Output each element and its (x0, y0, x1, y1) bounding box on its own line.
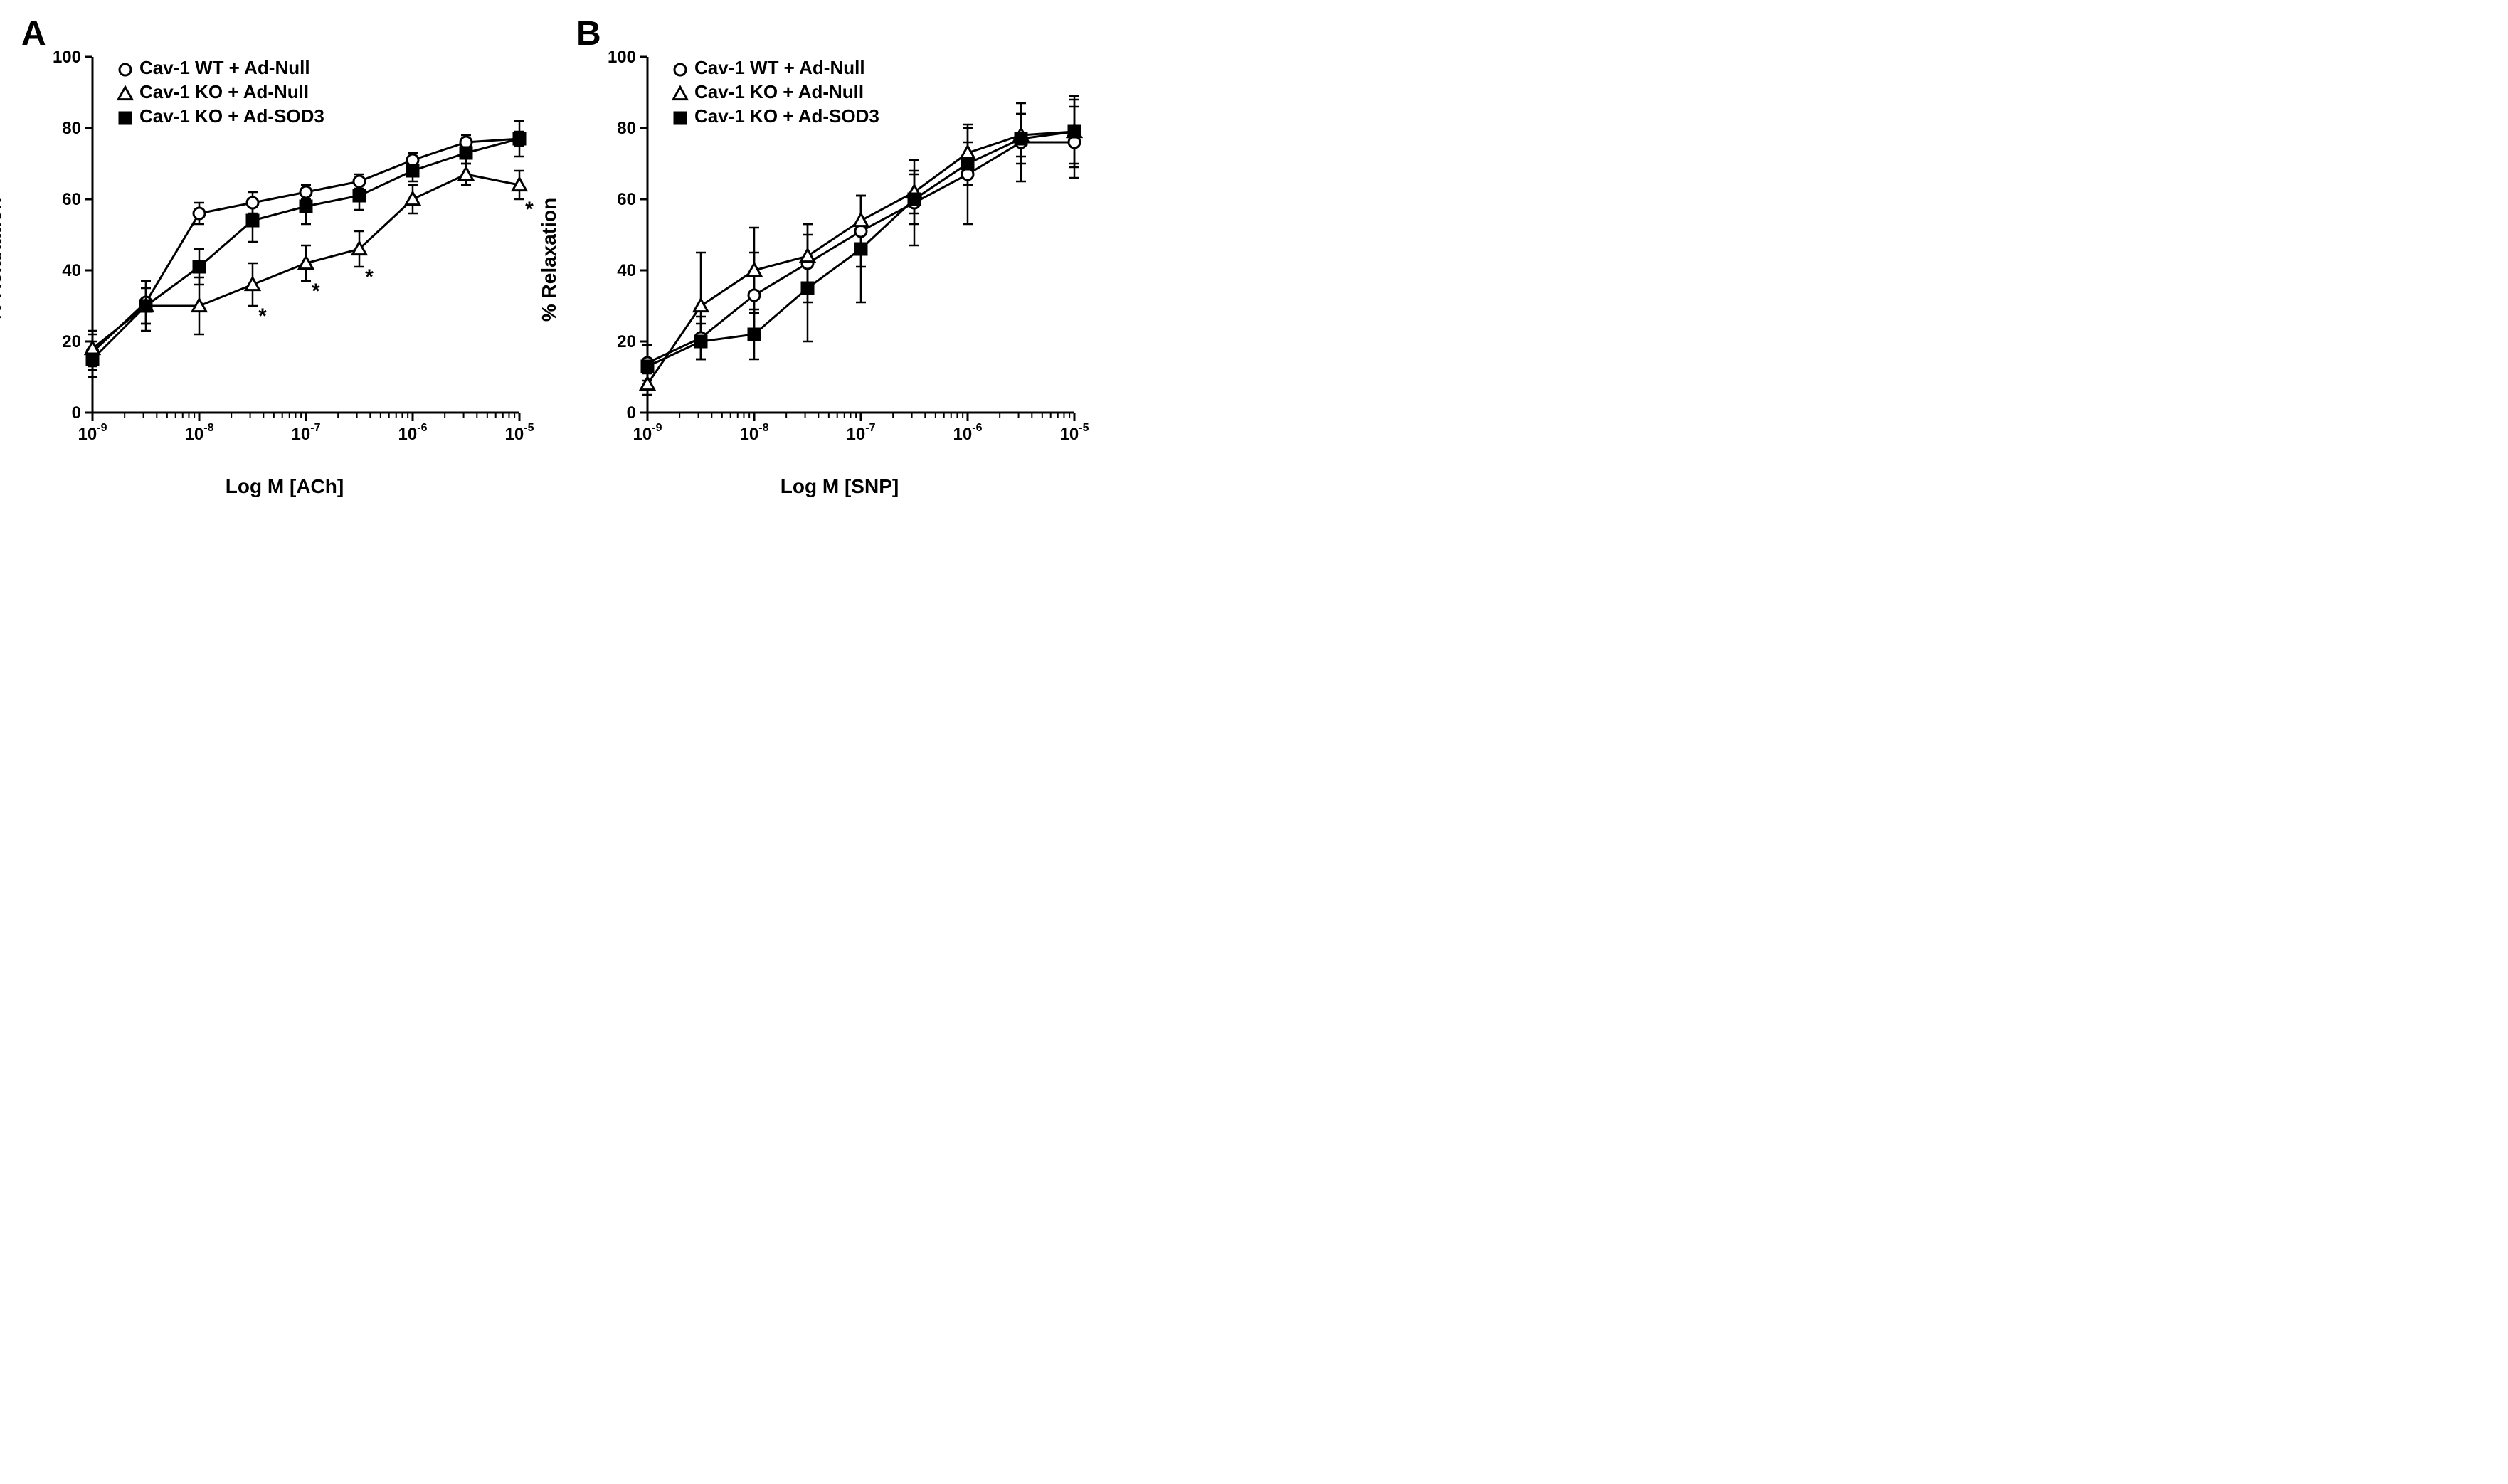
svg-text:10-6: 10-6 (398, 422, 428, 444)
svg-text:20: 20 (62, 332, 81, 351)
svg-text:Cav-1 KO + Ad-Null: Cav-1 KO + Ad-Null (694, 81, 864, 102)
chart-B-wrap: % Relaxation 02040608010010-910-810-710-… (583, 21, 1096, 498)
svg-text:*: * (258, 304, 267, 328)
ylabel-A: % Relaxation (0, 198, 6, 322)
xlabel-A: Log M [ACh] (28, 475, 541, 498)
svg-text:10-8: 10-8 (740, 422, 769, 444)
svg-text:10-6: 10-6 (953, 422, 983, 444)
svg-text:Cav-1 KO + Ad-Null: Cav-1 KO + Ad-Null (139, 81, 309, 102)
svg-text:40: 40 (617, 261, 636, 280)
svg-text:0: 0 (627, 403, 636, 423)
svg-text:20: 20 (617, 332, 636, 351)
svg-text:60: 60 (617, 190, 636, 209)
svg-text:Cav-1 KO + Ad-SOD3: Cav-1 KO + Ad-SOD3 (139, 105, 324, 127)
svg-text:10-7: 10-7 (292, 422, 321, 444)
chart-A-wrap: % Relaxation 02040608010010-910-810-710-… (28, 21, 541, 498)
svg-text:0: 0 (72, 403, 81, 423)
svg-text:80: 80 (62, 119, 81, 138)
svg-text:10-9: 10-9 (633, 422, 662, 444)
xlabel-B: Log M [SNP] (583, 475, 1096, 498)
svg-text:100: 100 (608, 48, 636, 67)
svg-text:40: 40 (62, 261, 81, 280)
figure: A % Relaxation 02040608010010-910-810-71… (0, 0, 1124, 519)
svg-text:10-8: 10-8 (185, 422, 214, 444)
svg-text:10-9: 10-9 (78, 422, 107, 444)
panel-A: A % Relaxation 02040608010010-910-810-71… (28, 21, 541, 498)
chart-A: 0 20 40 60 80 100 10-9 10-8 10-7 10-6 10-5 * * * * Cav-… (28, 21, 541, 462)
svg-text:10-5: 10-5 (505, 422, 534, 444)
svg-text:Cav-1 WT + Ad-Null: Cav-1 WT + Ad-Null (139, 57, 310, 78)
svg-text:60: 60 (62, 190, 81, 209)
svg-text:*: * (312, 280, 320, 303)
svg-text:10-5: 10-5 (1060, 422, 1089, 444)
svg-text:10-7: 10-7 (847, 422, 876, 444)
svg-text:80: 80 (617, 119, 636, 138)
svg-text:*: * (525, 198, 534, 221)
svg-text:100: 100 (53, 48, 81, 67)
ylabel-B: % Relaxation (538, 198, 561, 322)
svg-text:*: * (365, 265, 374, 289)
chart-B: 0 20 40 60 80 100 10-9 10-8 10-7 10-6 10-5 Cav-1 WT… (583, 21, 1096, 462)
svg-text:Cav-1 KO + Ad-SOD3: Cav-1 KO + Ad-SOD3 (694, 105, 879, 127)
svg-text:Cav-1 WT + Ad-Null: Cav-1 WT + Ad-Null (694, 57, 865, 78)
panel-B: B % Relaxation 02040608010010-910-810-71… (583, 21, 1096, 498)
